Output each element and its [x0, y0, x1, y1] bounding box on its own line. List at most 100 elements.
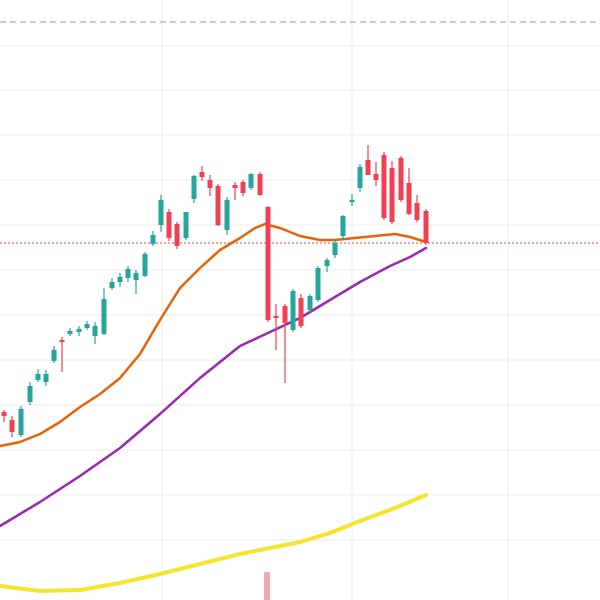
candle-up [67, 328, 73, 336]
candle-up [117, 273, 123, 287]
candle-down [207, 175, 213, 196]
candle-up [76, 326, 82, 336]
candle-body [199, 172, 205, 177]
candle-down [273, 304, 279, 350]
candle-body [248, 174, 254, 188]
candle-body [423, 211, 429, 243]
candle-down [174, 222, 180, 249]
candle-up [109, 278, 115, 290]
candle-up [332, 240, 338, 258]
candle-body [35, 374, 41, 380]
candle-up [43, 370, 49, 386]
candle-up [307, 294, 313, 312]
candle-body [76, 329, 82, 332]
candle-body [133, 273, 139, 280]
candle-down [406, 168, 412, 215]
candle-body [257, 174, 263, 195]
candle-body [373, 174, 379, 180]
candle-up [340, 215, 346, 240]
candle-down [166, 209, 172, 241]
candle-up [101, 288, 107, 335]
candle-body [67, 331, 73, 334]
series-line-ma-slow [0, 493, 428, 593]
candle-body [215, 186, 221, 225]
candle-body [9, 420, 15, 432]
candle-body [224, 200, 230, 230]
candle-body [389, 168, 395, 222]
volume-bars [264, 572, 270, 600]
candle-up [84, 321, 90, 330]
candle-up [35, 369, 41, 382]
candle-up [158, 195, 164, 232]
moving-average-lines [0, 222, 428, 593]
candle-body [27, 386, 33, 402]
candle-down [240, 180, 246, 196]
candle-body [340, 216, 346, 236]
candle-body [324, 260, 330, 266]
candle-down [232, 182, 238, 200]
candle-body [398, 158, 404, 200]
candle-body [232, 185, 238, 188]
candle-up [357, 164, 363, 192]
candle-up [224, 197, 230, 235]
candle-down [1, 410, 7, 422]
candle-down [298, 294, 304, 328]
candle-body [207, 180, 213, 188]
candle-body [273, 316, 279, 318]
candle-body [92, 326, 98, 336]
candle-body [158, 200, 164, 225]
candle-body [43, 374, 49, 382]
candle-body [101, 299, 107, 334]
candle-body [117, 277, 123, 282]
candle-down [215, 184, 221, 226]
candle-up [125, 266, 131, 282]
candle-body [298, 298, 304, 326]
candle-up [315, 266, 321, 302]
candle-body [240, 182, 246, 193]
candle-down [265, 206, 271, 322]
candle-up [18, 406, 24, 437]
candle-down [423, 209, 429, 245]
candle-body [1, 412, 7, 416]
candle-body [290, 291, 296, 330]
candle-body [191, 176, 197, 199]
candle-down [59, 337, 65, 372]
series-line-ma-fast [0, 222, 428, 448]
candle-body [365, 160, 371, 175]
candle-body [174, 224, 180, 246]
candle-up [290, 289, 296, 332]
candle-body [150, 235, 156, 244]
reference-lines [0, 21, 600, 244]
candle-body [414, 203, 420, 220]
candle-down [389, 161, 395, 224]
candle-up [142, 252, 148, 277]
candle-body [183, 212, 189, 238]
series-line-ma-mid [0, 246, 428, 528]
candle-up [324, 258, 330, 272]
candle-down [282, 304, 288, 383]
candle-body [125, 269, 131, 278]
candle-body [357, 167, 363, 188]
candle-up [150, 231, 156, 246]
candle-down [257, 172, 263, 196]
candle-body [265, 207, 271, 320]
candle-down [373, 162, 379, 186]
candle-up [191, 175, 197, 203]
candle-body [51, 350, 57, 361]
candle-body [315, 268, 321, 300]
candle-body [18, 409, 24, 435]
candle-down [414, 195, 420, 222]
candle-body [349, 200, 355, 202]
candle-down [365, 145, 371, 175]
candle-down [381, 152, 387, 220]
candle-body [109, 282, 115, 288]
candle-up [349, 194, 355, 206]
candle-body [307, 296, 313, 310]
candle-down [9, 416, 15, 437]
candle-up [51, 346, 57, 363]
candle-body [142, 254, 148, 276]
candle-up [248, 173, 254, 190]
candle-down [398, 156, 404, 202]
